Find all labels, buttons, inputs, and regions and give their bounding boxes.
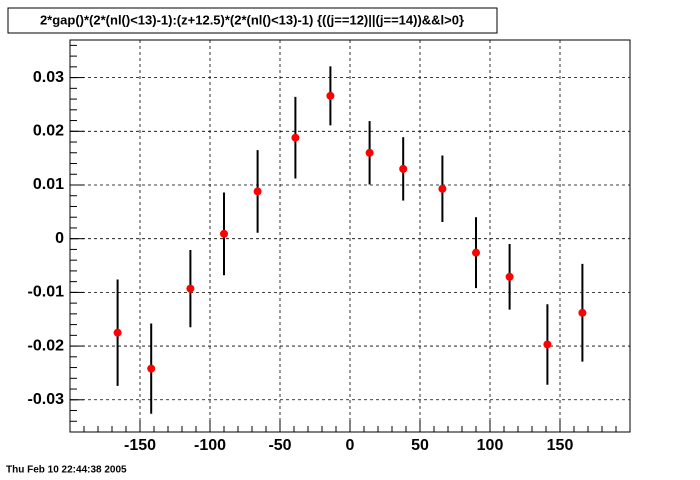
- data-point: [505, 272, 514, 281]
- data-point: [438, 184, 447, 193]
- data-point: [253, 187, 262, 196]
- y-tick-label: 0: [55, 230, 64, 247]
- x-tick-label: -150: [124, 437, 156, 454]
- data-point: [326, 91, 335, 100]
- y-tick-label: -0.03: [28, 391, 65, 408]
- x-tick-label: 0: [346, 437, 355, 454]
- title-box: [7, 7, 498, 34]
- y-tick-label: 0.01: [33, 176, 64, 193]
- data-point: [365, 148, 374, 157]
- x-tick-label: 100: [477, 437, 504, 454]
- y-tick-label: 0.02: [33, 123, 64, 140]
- x-tick-label: 150: [547, 437, 574, 454]
- data-point: [113, 328, 122, 337]
- timestamp: Thu Feb 10 22:44:38 2005: [6, 465, 127, 476]
- x-tick-label: -50: [268, 437, 291, 454]
- y-tick-label: -0.01: [28, 284, 65, 301]
- data-point: [147, 364, 156, 373]
- data-point: [186, 284, 195, 293]
- data-point: [399, 164, 408, 173]
- y-tick-label: -0.02: [28, 337, 65, 354]
- data-point: [472, 248, 480, 257]
- x-tick-label: 50: [411, 437, 429, 454]
- x-tick-label: -100: [194, 437, 226, 454]
- data-point: [291, 133, 300, 142]
- data-point: [578, 308, 587, 317]
- data-point: [220, 229, 228, 238]
- y-tick-label: 0.03: [33, 69, 64, 86]
- data-point: [543, 340, 552, 349]
- chart-title: 2*gap()*(2*(nl()<13)-1):(z+12.5)*(2*(nl(…: [40, 12, 464, 27]
